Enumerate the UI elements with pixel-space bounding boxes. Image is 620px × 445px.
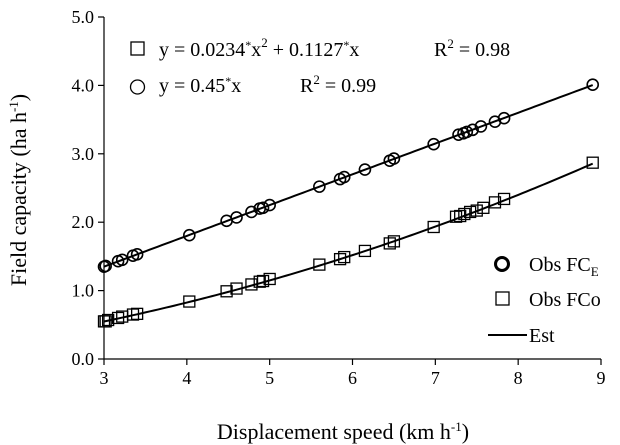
data-point-square <box>99 315 112 328</box>
equation-1-asterisk-2: * <box>343 38 349 52</box>
data-point-circle <box>115 253 129 267</box>
data-point-square <box>333 252 347 266</box>
x-axis-label: Displacement speed (km h-1) <box>217 419 469 444</box>
data-point-circle <box>586 78 600 92</box>
x-tick-label: 4 <box>182 368 191 388</box>
data-point-square <box>338 250 351 264</box>
data-point-square <box>256 274 270 288</box>
y-tick-label: 2.0 <box>72 212 95 232</box>
equation-2-marker <box>129 79 146 95</box>
data-point-circle <box>460 125 474 139</box>
data-point-square <box>586 156 599 169</box>
data-point-circle <box>466 123 479 137</box>
equation-1-marker <box>130 41 145 56</box>
legend-obs-fce: Obs FCE <box>529 254 599 279</box>
x-tick-label: 7 <box>431 368 440 388</box>
legend-est: Est <box>529 325 555 347</box>
legend-square-marker <box>495 291 510 306</box>
equation-2-asterisk: * <box>225 74 231 88</box>
fit-line-2 <box>103 84 594 268</box>
data-point-square <box>497 192 511 206</box>
y-tick-label: 1.0 <box>72 281 95 301</box>
data-point-circle <box>130 248 144 261</box>
data-point-square <box>313 258 326 271</box>
data-point-circle <box>99 259 112 273</box>
equation-2-r2: R2 = 0.99 <box>300 72 376 97</box>
y-axis-label: Field capacity (ha h-1) <box>6 94 31 286</box>
data-point-square <box>253 275 266 288</box>
data-point-circle <box>358 163 372 176</box>
data-point-circle <box>474 120 488 133</box>
data-point-square <box>126 308 140 321</box>
y-tick-label: 3.0 <box>72 144 95 164</box>
data-point-circle <box>387 152 401 165</box>
data-point-square <box>387 235 401 248</box>
data-point-circle <box>452 128 465 141</box>
equation-2: y = 0.45*x <box>159 74 241 97</box>
data-point-square <box>470 204 483 217</box>
data-point-circle <box>263 198 276 212</box>
x-tick-label: 8 <box>514 368 523 388</box>
data-point-circle <box>427 137 440 151</box>
plot-area: 3 4 5 6 7 8 9 0.0 1.0 2.0 3.0 4.0 5.0 <box>72 7 606 388</box>
x-tick-label: 6 <box>348 368 357 388</box>
y-tick-label: 5.0 <box>72 7 95 27</box>
x-tick-label: 3 <box>100 368 109 388</box>
data-point-square <box>111 311 125 325</box>
equation-1-asterisk: * <box>245 38 251 52</box>
x-tick-label: 9 <box>597 368 606 388</box>
data-point-circle <box>230 211 243 224</box>
data-point-square <box>183 295 196 308</box>
legend-obs-fco: Obs FCo <box>529 289 601 311</box>
y-tick-label: 4.0 <box>72 75 95 95</box>
equation-1: y = 0.0234*x2 + 0.1127*x <box>159 35 359 61</box>
data-point-square <box>449 210 463 223</box>
fit-line-1 <box>103 162 594 323</box>
legend-circle-marker <box>494 256 510 272</box>
data-point-circle <box>313 180 326 193</box>
equation-1-r2: R2 = 0.98 <box>434 36 510 61</box>
data-point-circle <box>256 201 270 215</box>
data-point-circle <box>183 228 196 242</box>
data-point-square <box>454 209 467 223</box>
data-point-square <box>358 244 372 258</box>
data-point-square <box>101 313 115 327</box>
legend: Obs FCE Obs FCo Est <box>488 254 601 347</box>
data-point-square <box>383 237 396 250</box>
equation-block: y = 0.0234*x2 + 0.1127*x R2 = 0.98 y = 0… <box>129 35 510 97</box>
data-point-square <box>488 196 502 209</box>
data-point-square <box>463 205 477 219</box>
data-point-square <box>220 285 233 298</box>
y-tick-label: 0.0 <box>72 349 95 369</box>
data-point-circle <box>497 111 511 125</box>
x-tick-label: 5 <box>265 368 274 388</box>
data-point-square <box>427 220 440 234</box>
data-point-square <box>263 272 276 286</box>
data-point-circle <box>245 205 258 219</box>
data-point-square <box>130 307 144 321</box>
data-point-square <box>230 282 243 295</box>
data-point-circle <box>337 170 351 184</box>
